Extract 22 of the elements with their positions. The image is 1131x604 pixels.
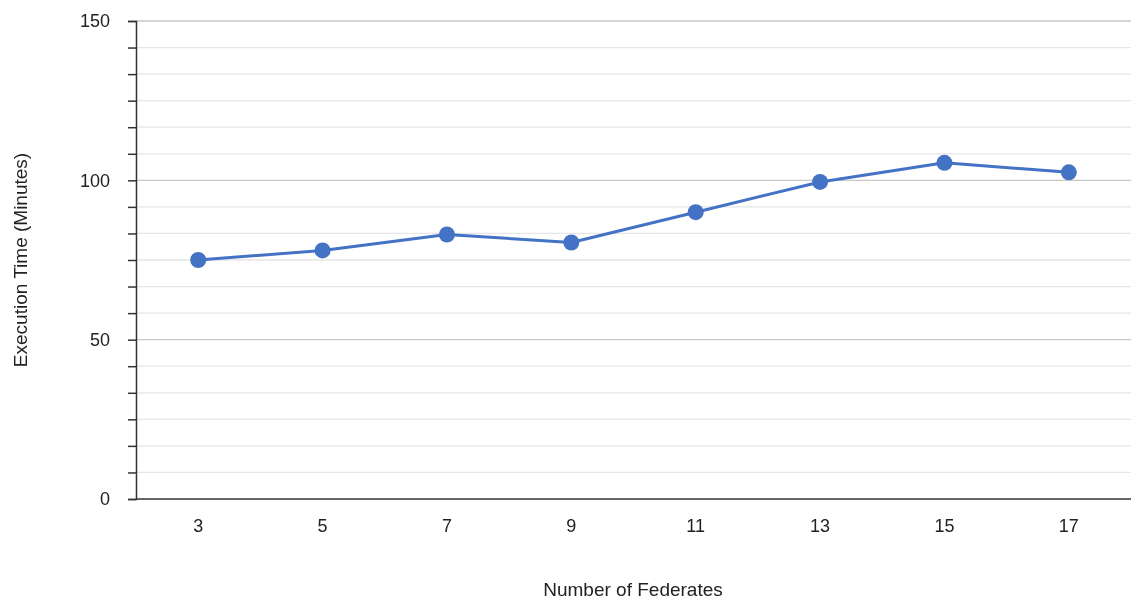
point xyxy=(314,242,331,259)
x-tick-label: 5 xyxy=(317,516,328,536)
y-tick-label: 0 xyxy=(99,489,110,510)
x-axis-title: Number of Federates xyxy=(543,579,723,600)
y-tick-label: 150 xyxy=(79,11,110,32)
point xyxy=(563,234,580,251)
y-tick-label: 100 xyxy=(79,170,110,191)
x-tick-label: 15 xyxy=(934,516,955,536)
y-axis-title: Execution Time (Minutes) xyxy=(10,152,31,368)
x-tick-label: 11 xyxy=(686,516,706,536)
x-tick-label: 7 xyxy=(441,516,452,536)
point xyxy=(812,173,829,190)
x-tick-label: 3 xyxy=(193,516,204,536)
y-tick-label: 50 xyxy=(89,329,110,350)
point xyxy=(936,154,953,171)
point xyxy=(438,226,455,243)
x-tick-label: 13 xyxy=(810,516,831,536)
point xyxy=(1060,164,1077,181)
x-tick-label: 17 xyxy=(1058,516,1079,536)
point xyxy=(687,204,704,221)
x-tick-label: 9 xyxy=(566,516,577,536)
point xyxy=(190,252,207,268)
